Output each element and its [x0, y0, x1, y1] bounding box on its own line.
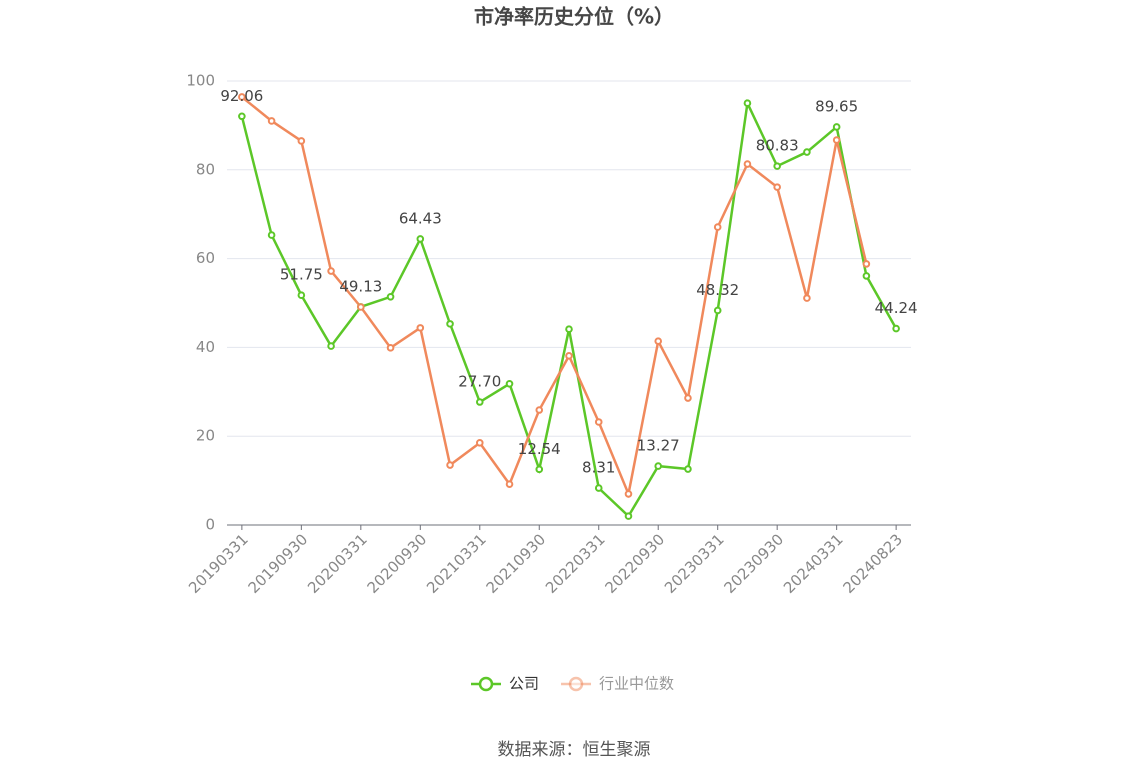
- data-point: [684, 394, 692, 402]
- y-tick-label: 60: [196, 249, 215, 267]
- data-point: [475, 398, 484, 406]
- data-label: 80.83: [756, 137, 799, 155]
- y-tick-label: 0: [205, 516, 215, 534]
- data-point: [892, 324, 900, 333]
- x-tick-label: 20200331: [304, 530, 371, 597]
- data-point: [684, 465, 692, 473]
- data-label: 27.70: [458, 373, 501, 391]
- data-point: [297, 137, 306, 145]
- data-label: 44.24: [875, 299, 918, 317]
- data-point: [297, 291, 306, 300]
- series-line: [241, 96, 868, 499]
- x-tick-label: 20200930: [364, 530, 431, 597]
- data-point: [654, 337, 663, 345]
- x-tick-label: 20230331: [661, 530, 728, 597]
- data-label: 49.13: [339, 277, 382, 295]
- data-point: [654, 462, 663, 470]
- data-point: [238, 93, 246, 101]
- series-line: [240, 98, 898, 519]
- data-point: [565, 325, 573, 333]
- y-tick-label: 20: [196, 427, 215, 445]
- data-point: [773, 183, 781, 191]
- data-point: [386, 344, 395, 352]
- x-tick-label: 20240331: [780, 530, 847, 597]
- data-label: 51.75: [280, 266, 323, 284]
- x-tick-label: 20210331: [423, 530, 490, 597]
- x-tick-label: 20190331: [185, 530, 252, 597]
- data-point: [743, 99, 752, 107]
- data-label: 64.43: [399, 209, 442, 227]
- x-tick-label: 20230930: [720, 530, 787, 597]
- x-tick-label: 20220930: [602, 530, 669, 597]
- data-point: [713, 223, 722, 231]
- x-tick-label: 20190930: [245, 530, 312, 597]
- data-point: [862, 272, 871, 280]
- data-point: [267, 231, 276, 239]
- data-point: [238, 112, 246, 121]
- data-point: [624, 490, 633, 498]
- data-point: [803, 294, 811, 302]
- data-point: [713, 306, 722, 315]
- data-point: [267, 117, 276, 125]
- data-point: [475, 439, 484, 447]
- data-label: 8.31: [582, 459, 615, 477]
- data-point: [803, 148, 811, 156]
- legend-marker: [568, 676, 584, 692]
- data-point: [594, 418, 603, 426]
- chart-title: 市净率历史分位（%）: [474, 5, 674, 29]
- data-label: 92.06: [220, 87, 263, 105]
- data-point: [565, 352, 573, 360]
- data-point: [505, 380, 514, 388]
- legend-marker: [478, 676, 494, 692]
- legend-label: 行业中位数: [599, 675, 674, 693]
- data-point: [862, 260, 871, 268]
- x-tick-label: 20220331: [542, 530, 609, 597]
- data-point: [535, 465, 544, 474]
- y-tick-label: 40: [196, 338, 215, 356]
- source: 数据来源：恒生聚源: [498, 740, 651, 760]
- legend-label: 公司: [509, 675, 539, 693]
- data-point: [386, 292, 395, 301]
- data-point: [416, 324, 425, 332]
- data-label: 13.27: [637, 437, 680, 455]
- y-tick-label: 100: [186, 72, 215, 90]
- data-label: 48.32: [696, 281, 739, 299]
- x-tick-label: 20240823: [839, 530, 906, 597]
- data-label: 89.65: [815, 97, 858, 115]
- data-point: [743, 160, 752, 168]
- data-point: [773, 162, 781, 170]
- data-point: [327, 342, 335, 350]
- x-tick-label: 20210930: [483, 530, 550, 597]
- data-point: [832, 136, 841, 144]
- data-label: 12.54: [518, 440, 561, 458]
- data-point: [357, 303, 365, 311]
- data-point: [624, 512, 633, 520]
- data-point: [327, 267, 335, 275]
- data-point: [832, 123, 841, 131]
- data-point: [446, 320, 454, 328]
- data-point: [505, 480, 514, 488]
- y-tick-label: 80: [196, 160, 215, 178]
- data-point: [594, 484, 603, 492]
- data-point: [535, 406, 544, 414]
- data-point: [446, 461, 454, 469]
- data-point: [416, 235, 425, 243]
